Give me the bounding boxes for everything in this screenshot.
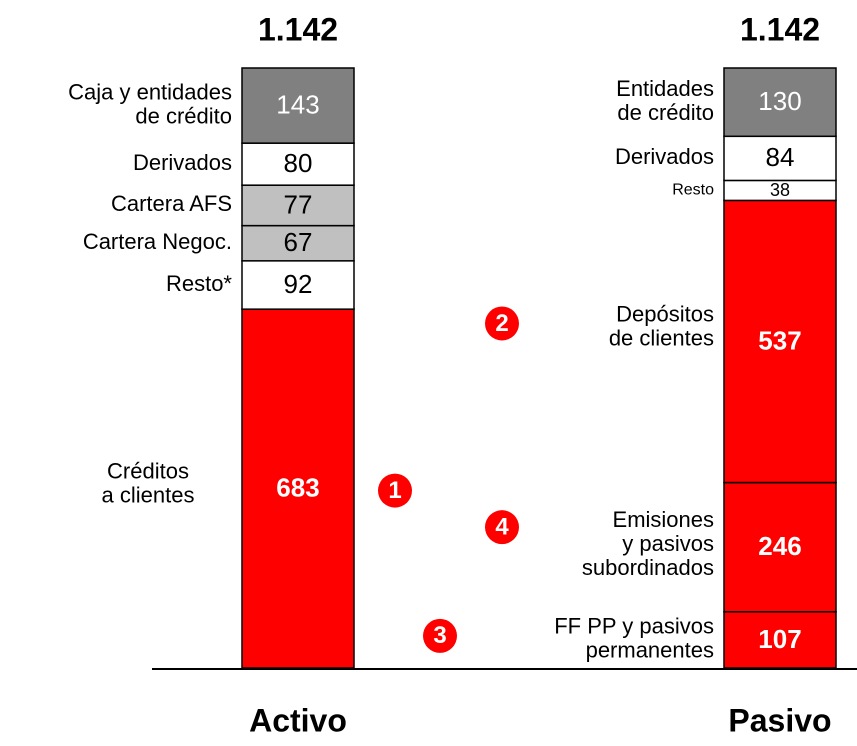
marker-circle [378, 473, 412, 508]
marker-number: 4 [495, 514, 509, 541]
value-label: 107 [758, 624, 801, 654]
segment-label: Derivados [615, 144, 714, 169]
segment-label: y pasivos [622, 531, 714, 556]
segment-label: Créditos [107, 458, 189, 483]
segment-label: subordinados [582, 555, 714, 580]
value-label: 77 [284, 189, 313, 219]
bar-segment [241, 308, 355, 669]
bar-segment [241, 224, 355, 262]
marker-number: 1 [388, 477, 401, 504]
bar-segment [241, 67, 355, 144]
segment-label: a clientes [102, 482, 195, 507]
value-label: 537 [758, 325, 801, 355]
segment-label: Entidades [616, 76, 714, 101]
value-label: 143 [276, 89, 319, 119]
segment-label: Emisiones [613, 507, 714, 532]
segment-label: Derivados [133, 150, 232, 175]
marker-circle [485, 510, 519, 545]
bar-total: 1.142 [740, 11, 820, 47]
segment-label: de crédito [135, 103, 232, 128]
value-label: 246 [758, 531, 801, 561]
value-label: 92 [284, 269, 313, 299]
segment-label: Depósitos [616, 301, 714, 326]
value-label: 38 [770, 180, 790, 200]
marker-number: 2 [495, 310, 508, 337]
bar-segment [241, 184, 355, 227]
segment-label: Caja y entidades [68, 79, 232, 104]
value-label: 130 [758, 86, 801, 116]
bar-segment [723, 67, 837, 138]
value-label: 80 [284, 148, 313, 178]
value-label: 84 [766, 142, 795, 172]
segment-label: Resto [672, 182, 714, 199]
value-label: 683 [276, 472, 319, 502]
bar-total: 1.142 [258, 11, 338, 47]
bar-segment [723, 611, 837, 669]
value-label: 67 [284, 227, 313, 257]
category-label: Pasivo [728, 702, 831, 738]
bar-segment [723, 199, 837, 484]
bar-segment [723, 481, 837, 613]
segment-label: de clientes [609, 325, 714, 350]
category-label: Activo [249, 702, 347, 738]
segment-label: FF PP y pasivos [554, 614, 714, 639]
segment-label: Cartera AFS [111, 191, 232, 216]
segment-label: Resto* [166, 271, 232, 296]
segment-label: de crédito [617, 100, 714, 125]
bar-segment [241, 260, 355, 310]
marker-number: 3 [433, 622, 446, 649]
marker-circle [423, 618, 457, 653]
bar-segment [241, 142, 355, 186]
bar-segment [723, 135, 837, 182]
marker-circle [485, 306, 519, 341]
segment-label: Cartera Negoc. [83, 229, 232, 254]
segment-label: permanentes [586, 638, 714, 663]
